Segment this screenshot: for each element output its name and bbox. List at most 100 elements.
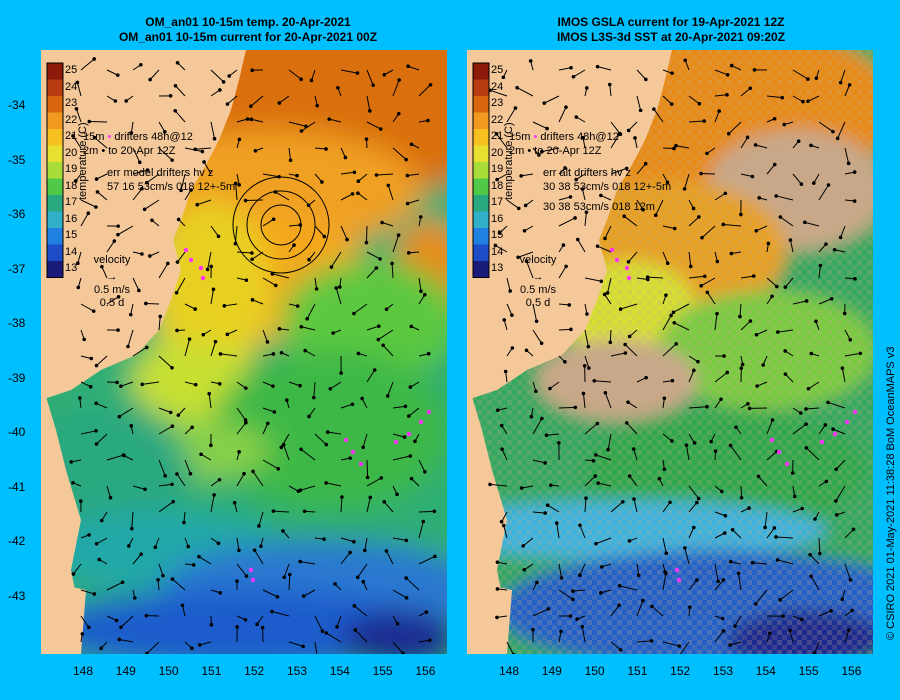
- current-arrow: [775, 536, 794, 539]
- current-arrow: [501, 448, 508, 461]
- current-arrow: [636, 163, 647, 175]
- current-arrow: [132, 485, 146, 490]
- current-arrow: [235, 183, 238, 201]
- right-satellite-map[interactable]: 25 24 23 22 21 20 19 18 17 16 15 14 13 temperature (…: [467, 50, 873, 654]
- current-arrow: [236, 173, 240, 185]
- current-arrow: [106, 454, 124, 461]
- left-err-line2: 57 16 53cm/s 018 12+-5m: [107, 181, 236, 193]
- current-arrow: [547, 504, 560, 513]
- current-arrow: [597, 66, 612, 71]
- current-arrow: [89, 120, 108, 123]
- current-arrow: [335, 287, 342, 305]
- drifter-point: [832, 431, 838, 437]
- current-arrow: [288, 147, 292, 161]
- current-arrow: [119, 407, 134, 418]
- left-velocity-label: velocity: [93, 254, 131, 266]
- current-arrow: [392, 433, 405, 438]
- current-arrow: [595, 454, 612, 461]
- current-arrow: [306, 303, 316, 320]
- left-model-map[interactable]: 25 24 23 22 21 20 19 18 17 16 15 14 13 temperature (…: [41, 50, 447, 654]
- current-arrow: [391, 263, 394, 279]
- current-arrow: [382, 344, 394, 357]
- current-arrow: [314, 641, 318, 654]
- current-arrow: [841, 368, 846, 383]
- current-arrow: [764, 511, 768, 528]
- current-arrow: [655, 199, 664, 216]
- current-arrow: [685, 445, 690, 461]
- current-arrow: [288, 224, 301, 227]
- current-arrow: [180, 173, 186, 191]
- colorbar-tick: 23: [491, 97, 504, 109]
- current-arrow: [340, 496, 343, 513]
- lat-label: -43: [8, 588, 26, 603]
- credit-text: © CSIRO 2021 01-May-2021 11:38:28 BoM Oc…: [885, 346, 897, 640]
- current-arrow: [340, 403, 353, 409]
- drifter-point: [358, 461, 364, 467]
- current-arrow: [496, 133, 508, 149]
- current-arrow: [688, 216, 700, 227]
- current-arrow: [584, 329, 589, 347]
- current-arrow: [688, 275, 705, 279]
- current-arrow: [311, 69, 316, 81]
- current-arrow: [532, 459, 546, 464]
- current-arrow: [714, 192, 726, 201]
- current-arrow: [495, 245, 508, 253]
- current-arrow: [184, 189, 192, 201]
- colorbar-swatch: [47, 195, 63, 212]
- current-arrow: [340, 193, 353, 201]
- colorbar-tick: 19: [65, 163, 78, 175]
- current-arrow: [366, 325, 379, 331]
- current-arrow: [313, 381, 316, 398]
- current-arrow: [506, 107, 516, 123]
- right-legend-drifters: drifters 48h@12: [540, 131, 619, 143]
- current-arrow: [501, 511, 508, 522]
- current-arrow: [532, 121, 548, 130]
- current-arrow: [336, 615, 342, 627]
- current-arrow: [252, 299, 264, 305]
- current-arrow: [119, 638, 134, 643]
- current-arrow: [195, 147, 212, 150]
- current-arrow: [142, 381, 160, 385]
- current-arrow: [714, 532, 725, 539]
- right-error-stats: err alt drifters hv z 30 38 53cm/s 018 1…: [543, 166, 671, 214]
- current-arrow: [149, 69, 160, 80]
- lon-label: 156: [415, 664, 436, 678]
- current-arrow: [80, 430, 97, 435]
- lat-label: -40: [8, 425, 26, 439]
- current-arrow: [354, 629, 368, 643]
- current-arrow: [780, 216, 794, 227]
- left-colorbar: [46, 62, 64, 278]
- current-arrow: [365, 225, 368, 243]
- right-sst-field: [467, 50, 873, 654]
- current-arrow: [283, 444, 290, 461]
- current-arrow: [80, 58, 95, 71]
- current-arrow: [739, 303, 742, 317]
- current-arrow: [272, 273, 290, 279]
- current-arrow: [610, 604, 620, 617]
- current-arrow: [756, 225, 768, 232]
- current-arrow: [619, 585, 638, 591]
- drifter-point: [819, 439, 825, 445]
- drifter-point: [183, 247, 189, 253]
- lon-label: 148: [72, 664, 94, 678]
- current-arrow: [262, 459, 279, 470]
- current-arrow: [789, 239, 794, 253]
- current-arrow: [818, 265, 821, 279]
- current-arrow: [662, 537, 667, 554]
- drifter-point: [406, 431, 412, 437]
- current-arrow: [581, 188, 586, 201]
- current-arrow: [210, 341, 216, 357]
- left-temperature-field: [41, 50, 447, 654]
- current-arrow: [607, 433, 612, 450]
- current-arrow: [366, 95, 371, 111]
- drifter-point: [200, 275, 206, 281]
- current-arrow: [620, 303, 638, 310]
- current-arrow: [418, 459, 426, 473]
- current-arrow: [626, 422, 638, 435]
- current-arrow: [740, 137, 749, 149]
- current-arrow: [714, 313, 718, 331]
- current-arrow: [776, 195, 794, 201]
- left-legend-2m: 2m: [83, 145, 99, 157]
- colorbar-swatch: [47, 244, 63, 261]
- current-arrow: [595, 537, 612, 545]
